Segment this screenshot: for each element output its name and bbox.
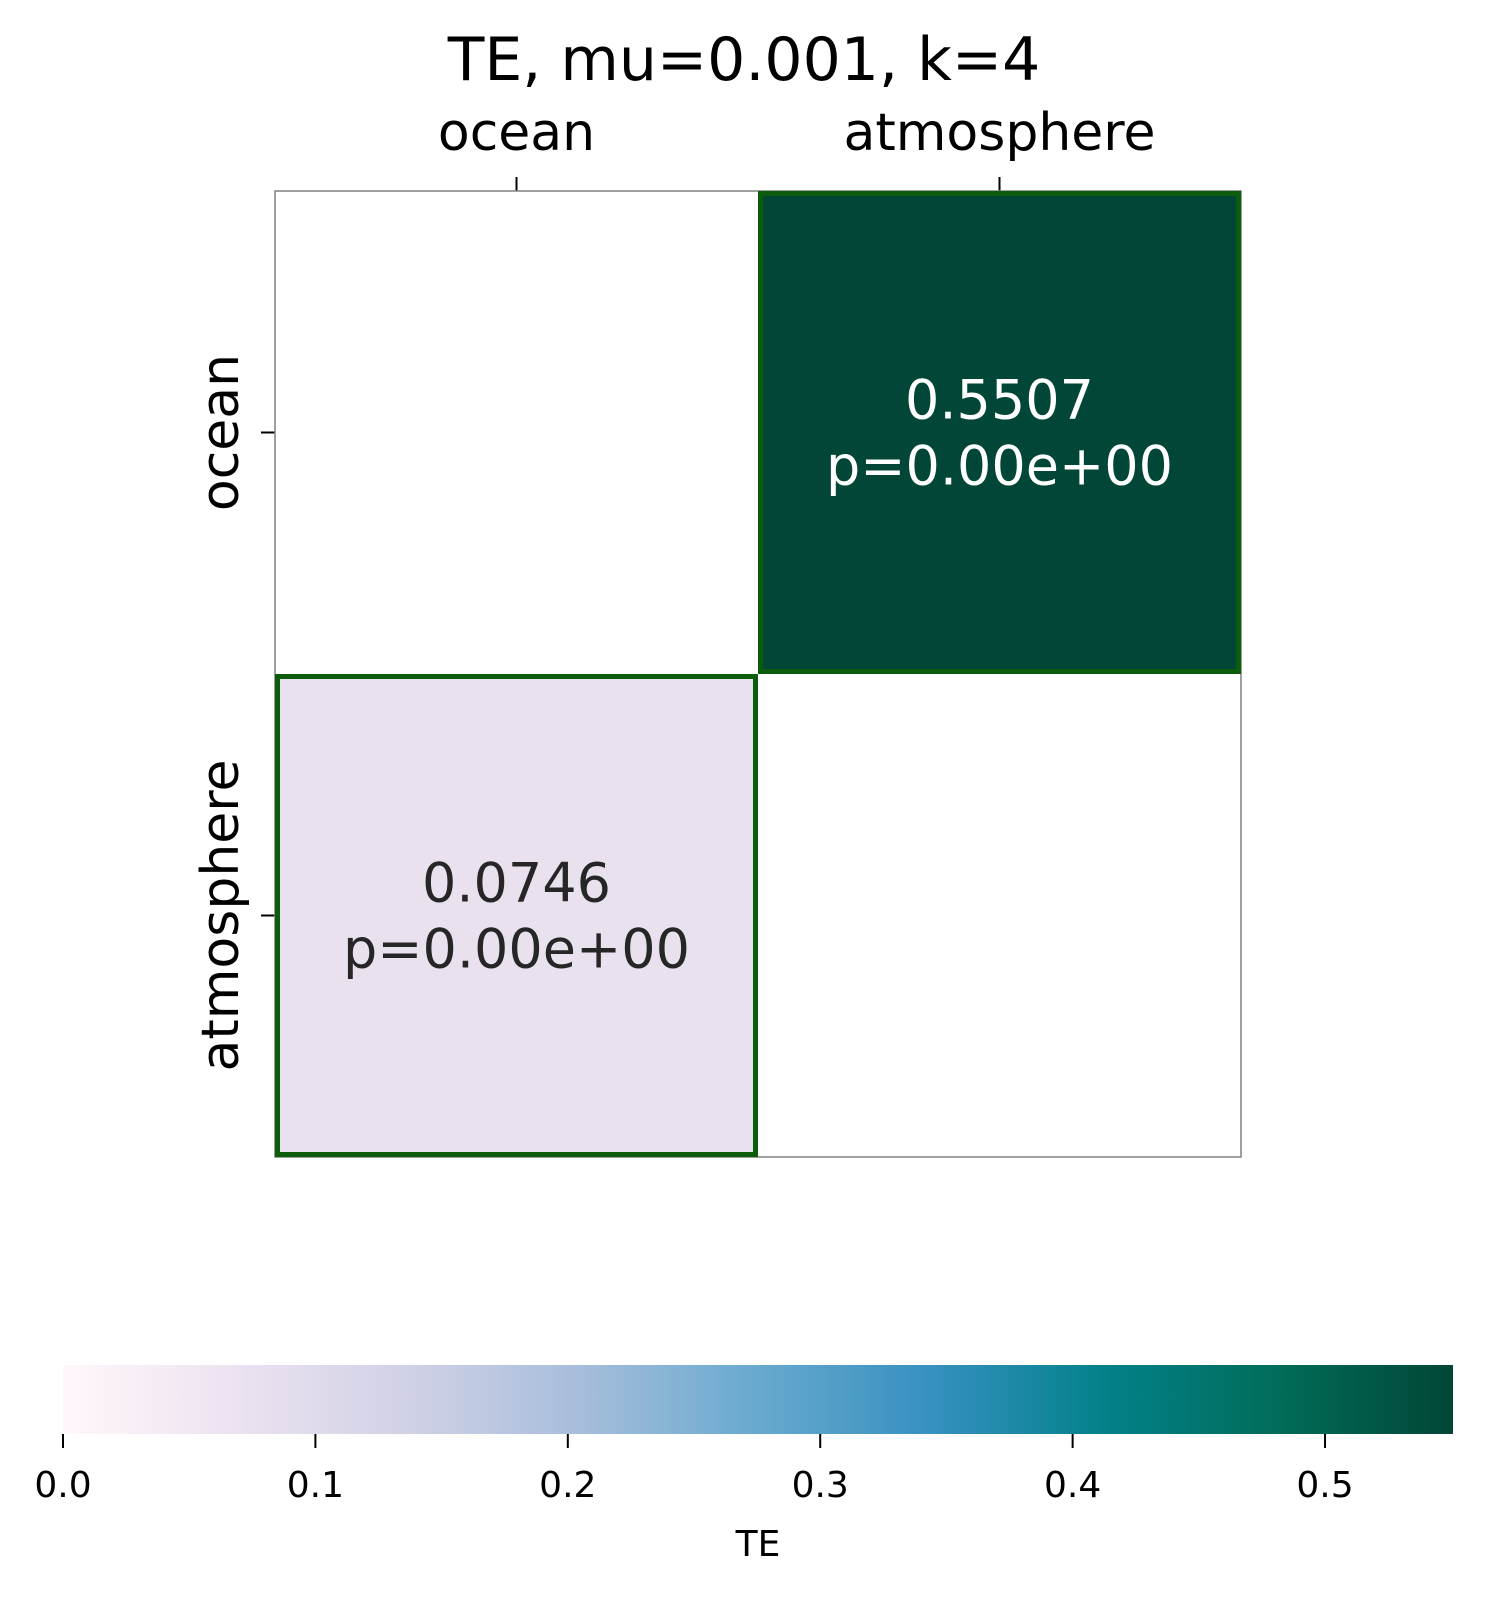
y-axis-left: ocean atmosphere [191,354,275,1072]
heatmap-cell [758,674,1241,1157]
cell-pvalue-label: p=0.00e+00 [343,918,690,981]
x-axis-top: ocean atmosphere [438,103,1156,191]
heatmap-cell [758,191,1241,674]
colorbar-tick-label: 0.0 [34,1465,91,1506]
colorbar: 0.0 0.1 0.2 0.3 0.4 0.5 TE [34,1365,1453,1565]
x-tick-label-atmosphere: atmosphere [844,103,1156,163]
heatmap-cells [275,191,1241,1157]
colorbar-tick-label: 0.4 [1044,1465,1101,1506]
colorbar-tick-label: 0.3 [792,1465,849,1506]
cell-value-label: 0.5507 [905,369,1094,432]
chart-title: TE, mu=0.001, k=4 [447,25,1041,95]
colorbar-ticks: 0.0 0.1 0.2 0.3 0.4 0.5 [34,1434,1354,1506]
highlight-border [758,191,1241,674]
colorbar-tick-label: 0.1 [287,1465,344,1506]
y-tick-label-ocean: ocean [191,354,251,511]
colorbar-tick-label: 0.2 [539,1465,596,1506]
heatmap-cell [275,674,758,1157]
x-tick-label-ocean: ocean [438,103,595,163]
cell-value-label: 0.0746 [422,852,611,915]
highlight-border [275,674,758,1157]
colorbar-label: TE [735,1524,781,1565]
colorbar-gradient [63,1365,1453,1434]
y-tick-label-atmosphere: atmosphere [191,760,251,1072]
colorbar-tick-label: 0.5 [1296,1465,1353,1506]
heatmap-cell [275,191,758,674]
highlight-borders [275,191,1241,1157]
cell-pvalue-label: p=0.00e+00 [826,435,1173,498]
